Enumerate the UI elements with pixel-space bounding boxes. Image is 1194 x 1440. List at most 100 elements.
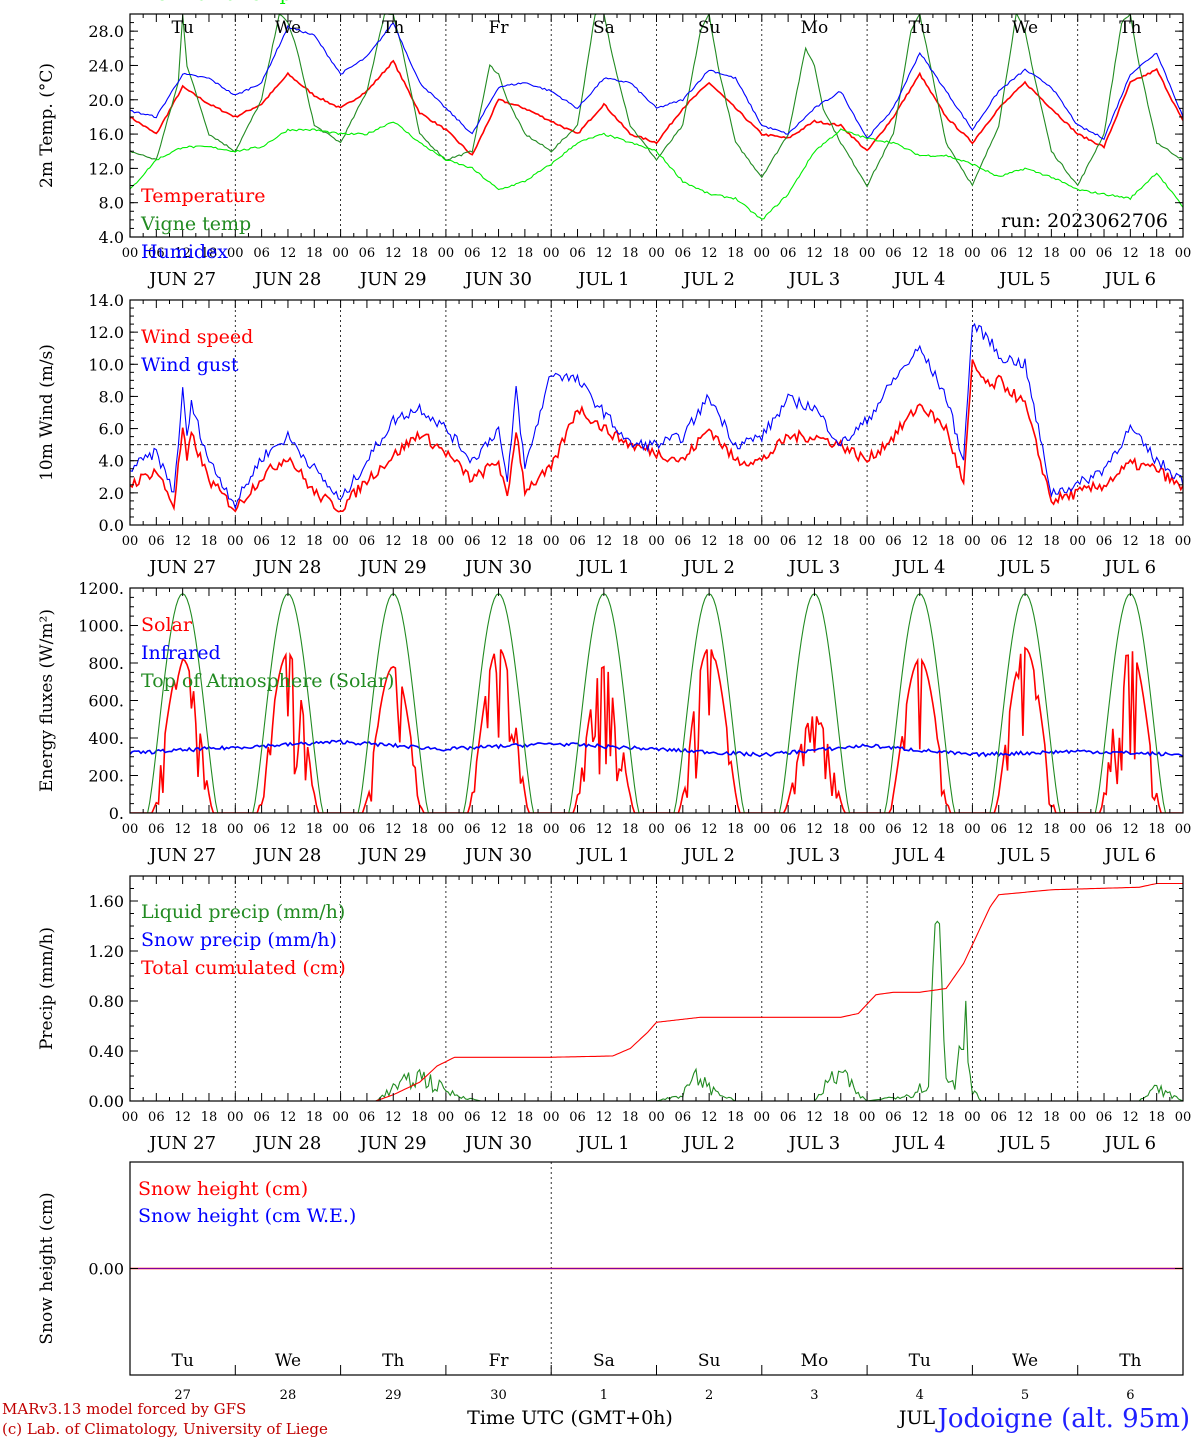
hour-tick-label: 00 (543, 1110, 560, 1125)
legend-entry: DewPoint Temp (141, 0, 292, 5)
date-label: JUN 30 (463, 557, 532, 578)
date-label: JUN 29 (358, 557, 427, 578)
legend-entry: Wind speed (141, 326, 253, 348)
hour-tick-label: 06 (1096, 822, 1113, 837)
hour-tick-label: 12 (1017, 1110, 1034, 1125)
hour-tick-label: 00 (438, 822, 455, 837)
hour-tick-label: 18 (1043, 822, 1060, 837)
hour-tick-label: 00 (122, 822, 139, 837)
hour-tick-label: 00 (754, 1110, 771, 1125)
weekday-label: Th (382, 1351, 404, 1371)
day-number-label: 27 (174, 1388, 191, 1403)
hour-tick-label: 18 (833, 246, 850, 261)
y-axis-title: 10m Wind (m/s) (37, 344, 57, 481)
date-label: JUL 1 (576, 557, 630, 578)
date-label: JUL 5 (997, 845, 1051, 866)
hour-tick-label: 00 (1175, 822, 1192, 837)
hour-tick-label: 12 (911, 822, 928, 837)
y-tick-label: 0.00 (88, 1092, 124, 1111)
hour-tick-label: 06 (464, 1110, 481, 1125)
legend-entry: Snow precip (mm/h) (141, 929, 337, 951)
hour-tick-label: 18 (833, 534, 850, 549)
hour-tick-label: 18 (517, 246, 534, 261)
hour-tick-label: 12 (701, 246, 718, 261)
series-line-wind-speed (130, 359, 1183, 513)
hour-tick-label: 00 (1175, 1110, 1192, 1125)
hour-tick-label: 06 (569, 246, 586, 261)
date-label: JUN 29 (358, 269, 427, 290)
y-tick-label: 200. (88, 767, 124, 786)
hour-tick-label: 12 (806, 822, 823, 837)
hour-tick-label: 06 (148, 534, 165, 549)
hour-tick-label: 06 (780, 1110, 797, 1125)
day-number-label: 2 (705, 1388, 713, 1403)
hour-tick-label: 00 (964, 246, 981, 261)
hour-tick-label: 18 (727, 534, 744, 549)
hour-tick-label: 18 (1043, 1110, 1060, 1125)
hour-tick-label: 06 (253, 534, 270, 549)
hour-tick-label: 06 (1096, 1110, 1113, 1125)
hour-tick-label: 06 (990, 822, 1007, 837)
hour-tick-label: 06 (780, 534, 797, 549)
date-label: JUL 2 (681, 845, 735, 866)
hour-tick-label: 12 (385, 534, 402, 549)
y-tick-label: 600. (88, 692, 124, 711)
hour-tick-label: 00 (1069, 822, 1086, 837)
weekday-label: Su (698, 1351, 721, 1371)
hour-tick-label: 00 (332, 1110, 349, 1125)
hour-tick-label: 12 (280, 534, 297, 549)
hour-tick-label: 12 (806, 1110, 823, 1125)
hour-tick-label: 12 (596, 534, 613, 549)
day-number-label: 5 (1021, 1388, 1029, 1403)
y-tick-label: 4.0 (99, 452, 124, 471)
credit-line-1: MARv3.13 model forced by GFS (2, 1400, 246, 1418)
legend-entry: Snow height (cm) (138, 1178, 308, 1200)
hour-tick-label: 12 (280, 822, 297, 837)
hour-tick-label: 12 (490, 822, 507, 837)
x-axis-label: Time UTC (GMT+0h) (467, 1407, 673, 1429)
hour-tick-label: 12 (385, 822, 402, 837)
hour-tick-label: 06 (464, 822, 481, 837)
hour-tick-label: 12 (701, 822, 718, 837)
hour-tick-label: 06 (885, 534, 902, 549)
hour-tick-label: 18 (727, 246, 744, 261)
legend-entry: Snow height (cm W.E.) (138, 1205, 356, 1227)
hour-tick-label: 00 (859, 534, 876, 549)
hour-tick-label: 18 (622, 1110, 639, 1125)
y-tick-label: 28.0 (88, 22, 124, 41)
hour-tick-label: 06 (1096, 534, 1113, 549)
date-label: JUL 3 (787, 1133, 841, 1154)
hour-tick-label: 06 (148, 1110, 165, 1125)
hour-tick-label: 18 (1043, 534, 1060, 549)
hour-tick-label: 18 (201, 822, 218, 837)
hour-tick-label: 18 (411, 534, 428, 549)
date-label: JUN 28 (253, 557, 322, 578)
date-label: JUL 4 (892, 845, 946, 866)
day-number-label: 29 (385, 1388, 402, 1403)
y-tick-label: 0. (109, 804, 124, 823)
panel-series-group (130, 592, 1183, 813)
hour-tick-label: 12 (1122, 534, 1139, 549)
date-label: JUL 1 (576, 845, 630, 866)
hour-tick-label: 06 (780, 246, 797, 261)
hour-tick-label: 00 (438, 534, 455, 549)
hour-tick-label: 00 (1069, 246, 1086, 261)
hour-tick-label: 18 (411, 1110, 428, 1125)
hour-tick-label: 00 (543, 246, 560, 261)
hour-tick-label: 00 (543, 822, 560, 837)
hour-tick-label: 12 (280, 1110, 297, 1125)
hour-tick-label: 12 (1017, 246, 1034, 261)
hour-tick-label: 18 (938, 246, 955, 261)
month-label: JUL (897, 1407, 936, 1429)
hour-tick-label: 18 (1148, 1110, 1165, 1125)
hour-tick-label: 00 (227, 1110, 244, 1125)
y-tick-label: 10.0 (88, 355, 124, 374)
date-label: JUL 2 (681, 1133, 735, 1154)
series-line-total-cumulated-cm- (130, 882, 1183, 1101)
y-tick-label: 1200. (78, 579, 124, 598)
hour-tick-label: 12 (596, 822, 613, 837)
hour-tick-label: 18 (517, 1110, 534, 1125)
hour-tick-label: 06 (990, 534, 1007, 549)
